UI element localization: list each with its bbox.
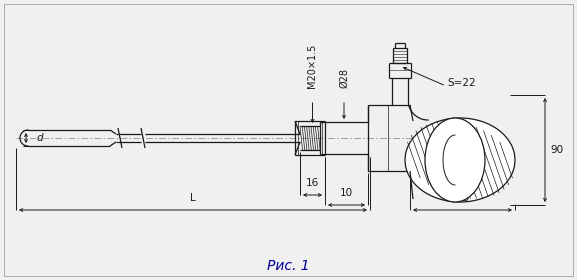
Text: 90: 90 (550, 145, 563, 155)
Text: M20×1.5: M20×1.5 (308, 44, 317, 88)
Ellipse shape (405, 118, 515, 202)
Text: S=22: S=22 (447, 78, 475, 88)
Text: Ø28: Ø28 (339, 68, 349, 88)
Text: d: d (37, 133, 43, 143)
Text: 65: 65 (456, 193, 469, 203)
Text: 10: 10 (340, 188, 353, 198)
Text: 16: 16 (306, 178, 319, 188)
Text: Рис. 1: Рис. 1 (267, 259, 309, 273)
Ellipse shape (425, 118, 485, 202)
Text: L: L (190, 193, 196, 203)
